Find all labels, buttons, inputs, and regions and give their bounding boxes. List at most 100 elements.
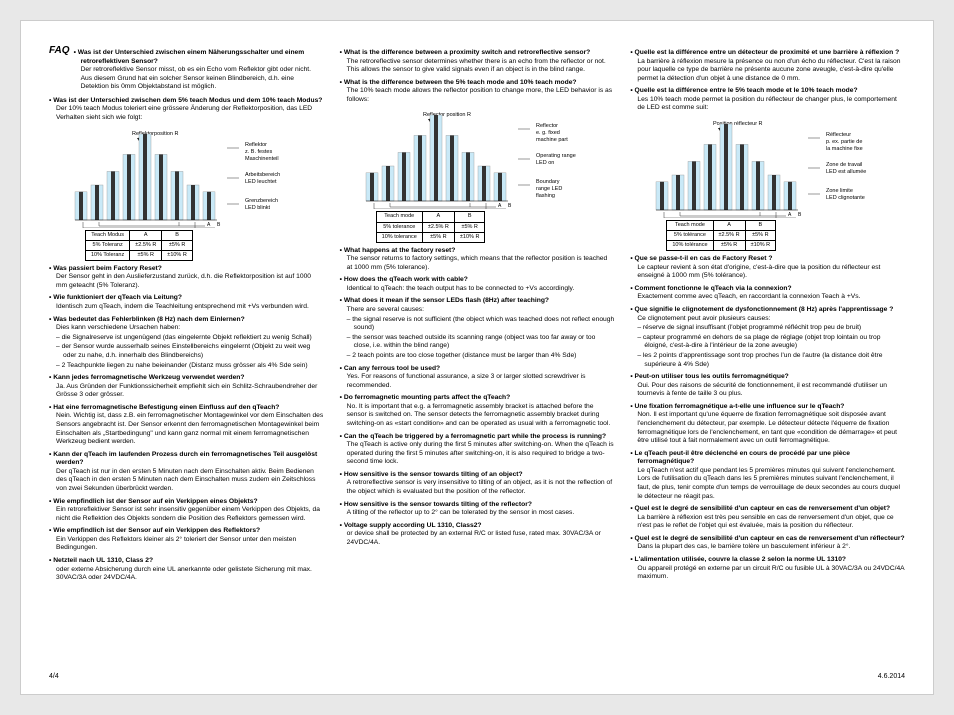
svg-text:range LED: range LED bbox=[536, 186, 562, 192]
faq-answer: Ein retroreflektiver Sensor ist sehr ins… bbox=[49, 506, 324, 523]
column-english: What is the difference between a proximi… bbox=[340, 45, 615, 667]
page: FAQWas ist der Unterschied zwischen eine… bbox=[20, 20, 934, 695]
svg-text:A: A bbox=[207, 222, 211, 228]
faq-answer: The sensor returns to factory settings, … bbox=[340, 255, 615, 272]
faq-question: Quelle est la différence entre un détect… bbox=[630, 49, 905, 58]
svg-text:LED est allumée: LED est allumée bbox=[826, 169, 866, 175]
faq-answer: A retroreflective sensor is very insensi… bbox=[340, 479, 615, 496]
svg-text:B: B bbox=[798, 212, 802, 218]
svg-text:Réflecteur: Réflecteur bbox=[826, 132, 851, 138]
faq-heading: FAQ bbox=[49, 45, 70, 93]
svg-text:Reflektor: Reflektor bbox=[245, 142, 267, 148]
faq-question: Can the qTeach be triggered by a ferroma… bbox=[340, 433, 615, 442]
faq-answer: oder externe Absicherung durch eine UL a… bbox=[49, 566, 324, 583]
faq-answer: Der qTeach ist nur in den ersten 5 Minut… bbox=[49, 468, 324, 494]
teach-diagram: Reflector position R Reflectore. g. fixe… bbox=[348, 109, 598, 209]
faq-sub-item: the sensor was teached outside its scann… bbox=[340, 334, 615, 351]
column-german: FAQWas ist der Unterschied zwischen eine… bbox=[49, 45, 324, 667]
page-date: 4.6.2014 bbox=[878, 673, 905, 680]
svg-text:Zone de travail: Zone de travail bbox=[826, 162, 862, 168]
faq-answer: No. It is important that e.g. a ferromag… bbox=[340, 403, 615, 429]
faq-question: Was bedeutet das Fehlerblinken (8 Hz) na… bbox=[49, 316, 324, 325]
faq-question: Wie empfindlich ist der Sensor auf ein V… bbox=[49, 527, 324, 536]
faq-question: Kann der qTeach im laufenden Prozess dur… bbox=[49, 451, 324, 468]
faq-answer: Identisch zum qTeach, indem die Teachlei… bbox=[49, 303, 324, 312]
faq-question: What happens at the factory reset? bbox=[340, 247, 615, 256]
faq-question: Wie funktioniert der qTeach via Leitung? bbox=[49, 294, 324, 303]
faq-answer: Oui. Pour des raisons de sécurité de fon… bbox=[630, 382, 905, 399]
faq-question: Kann jedes ferromagnetische Werkzeug ver… bbox=[49, 374, 324, 383]
faq-question: Do ferromagnetic mounting parts affect t… bbox=[340, 394, 615, 403]
faq-answer: Der Sensor geht in den Auslieferzustand … bbox=[49, 273, 324, 290]
faq-question: Was passiert beim Factory Reset? bbox=[49, 265, 324, 274]
faq-question: Voltage supply according UL 1310, Class2… bbox=[340, 522, 615, 531]
svg-text:LED blinkt: LED blinkt bbox=[245, 205, 271, 211]
faq-question: Une fixation ferromagnétique a-t-elle un… bbox=[630, 403, 905, 412]
faq-question: Hat eine ferromagnetische Befestigung ei… bbox=[49, 404, 324, 413]
svg-text:B: B bbox=[508, 203, 512, 209]
faq-sub-item: réserve de signal insuffisant (l'objet p… bbox=[630, 324, 905, 333]
teach-mode-table: Teach modeAB 5% tolérance±2.5% R±5% R 10… bbox=[666, 220, 776, 251]
faq-question: How sensitive is the sensor towards tilt… bbox=[340, 471, 615, 480]
faq-answer: There are several causes: bbox=[340, 306, 615, 315]
faq-question: Comment fonctionne le qTeach via la conn… bbox=[630, 285, 905, 294]
faq-sub-item: the signal reserve is not sufficient (th… bbox=[340, 316, 615, 333]
faq-question: Quelle est la différence entre le 5% tea… bbox=[630, 87, 905, 96]
faq-answer: Ein Verkippen des Reflektors kleiner als… bbox=[49, 536, 324, 553]
faq-sub-item: der Sensor wurde ausserhalb seines Einst… bbox=[49, 343, 324, 360]
faq-question: What is the difference between the 5% te… bbox=[340, 79, 615, 88]
diagram-container: Position réflecteur R Réflecteurp. ex. p… bbox=[638, 118, 905, 251]
faq-answer: Der retroreflektive Sensor misst, ob es … bbox=[74, 66, 324, 92]
column-french: Quelle est la différence entre un détect… bbox=[630, 45, 905, 667]
faq-answer: The 10% teach mode allows the reflector … bbox=[340, 87, 615, 104]
page-number: 4/4 bbox=[49, 673, 59, 680]
page-footer: 4/4 4.6.2014 bbox=[49, 673, 905, 680]
svg-text:Grenzbereich: Grenzbereich bbox=[245, 198, 278, 204]
faq-answer: The retroreflective sensor determines wh… bbox=[340, 58, 615, 75]
faq-answer: Le capteur revient à son état d'origine,… bbox=[630, 264, 905, 281]
svg-text:A: A bbox=[498, 203, 502, 209]
faq-question: Was ist der Unterschied zwischen einem N… bbox=[74, 49, 324, 66]
diagram-container: Reflektorposition R Reflektorz. B. feste… bbox=[57, 128, 324, 261]
faq-question: L'alimentation utilisée, couvre la class… bbox=[630, 556, 905, 565]
faq-answer: Les 10% teach mode permet la position du… bbox=[630, 96, 905, 113]
faq-question: Le qTeach peut-il être déclenché en cour… bbox=[630, 450, 905, 467]
faq-answer: Ja. Aus Gründen der Funktionssicherheit … bbox=[49, 383, 324, 400]
svg-text:Boundary: Boundary bbox=[536, 179, 560, 185]
svg-text:flashing: flashing bbox=[536, 193, 555, 199]
faq-question: Netzteil nach UL 1310, Class 2? bbox=[49, 557, 324, 566]
svg-text:Reflector: Reflector bbox=[536, 123, 558, 129]
faq-question: What is the difference between a proximi… bbox=[340, 49, 615, 58]
faq-question: Wie empfindlich ist der Sensor auf ein V… bbox=[49, 498, 324, 507]
svg-text:B: B bbox=[217, 222, 221, 228]
teach-diagram: Reflektorposition R Reflektorz. B. feste… bbox=[57, 128, 307, 228]
content-columns: FAQWas ist der Unterschied zwischen eine… bbox=[49, 45, 905, 667]
svg-text:A: A bbox=[788, 212, 792, 218]
faq-question: Quel est le degré de sensibilité d'un ca… bbox=[630, 505, 905, 514]
svg-text:e. g. fixed: e. g. fixed bbox=[536, 130, 560, 136]
faq-sub-item: les 2 points d'apprentissage sont trop p… bbox=[630, 352, 905, 369]
svg-text:LED leuchtet: LED leuchtet bbox=[245, 179, 277, 185]
teach-mode-table: Teach modeAB 5% tolerance±2.5% R±5% R 10… bbox=[376, 211, 486, 242]
faq-question: How does the qTeach work with cable? bbox=[340, 276, 615, 285]
svg-text:Operating range: Operating range bbox=[536, 153, 576, 159]
svg-text:p. ex. partie de: p. ex. partie de bbox=[826, 139, 862, 145]
faq-sub-item: 2 teach points are too close together (d… bbox=[340, 352, 615, 361]
faq-answer: La barrière à réflexion est très peu sen… bbox=[630, 514, 905, 531]
faq-question: Can any ferrous tool be used? bbox=[340, 365, 615, 374]
teach-mode-table: Teach ModusAB 5% Toleranz±2.5% R±5% R 10… bbox=[85, 230, 193, 261]
teach-diagram: Position réflecteur R Réflecteurp. ex. p… bbox=[638, 118, 888, 218]
svg-text:Zone limite: Zone limite bbox=[826, 188, 853, 194]
faq-question: Que signifie le clignotement de dysfonct… bbox=[630, 306, 905, 315]
diagram-container: Reflector position R Reflectore. g. fixe… bbox=[348, 109, 615, 242]
faq-answer: Ce clignotement peut avoir plusieurs cau… bbox=[630, 315, 905, 324]
svg-text:LED on: LED on bbox=[536, 160, 554, 166]
faq-answer: Exactement comme avec qTeach, en raccord… bbox=[630, 293, 905, 302]
faq-answer: La barrière à réflexion mesure la présen… bbox=[630, 58, 905, 84]
svg-text:Maschinenteil: Maschinenteil bbox=[245, 156, 279, 162]
faq-answer: A tilting of the reflector up to 2° can … bbox=[340, 509, 615, 518]
faq-answer: The qTeach is active only during the fir… bbox=[340, 441, 615, 467]
svg-text:Arbeitsbereich: Arbeitsbereich bbox=[245, 172, 280, 178]
faq-answer: Dans la plupart des cas, le barrière tol… bbox=[630, 543, 905, 552]
faq-sub-item: die Signalreserve ist ungenügend (das ei… bbox=[49, 334, 324, 343]
